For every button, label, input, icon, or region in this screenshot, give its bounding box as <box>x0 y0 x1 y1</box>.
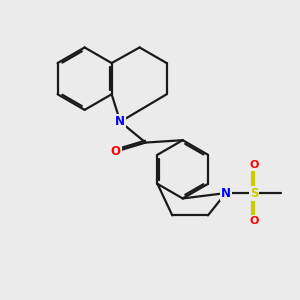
Text: O: O <box>111 145 121 158</box>
Text: N: N <box>115 115 125 128</box>
Text: O: O <box>249 160 259 170</box>
Text: N: N <box>221 187 231 200</box>
Text: O: O <box>249 216 259 226</box>
Text: S: S <box>250 187 258 200</box>
